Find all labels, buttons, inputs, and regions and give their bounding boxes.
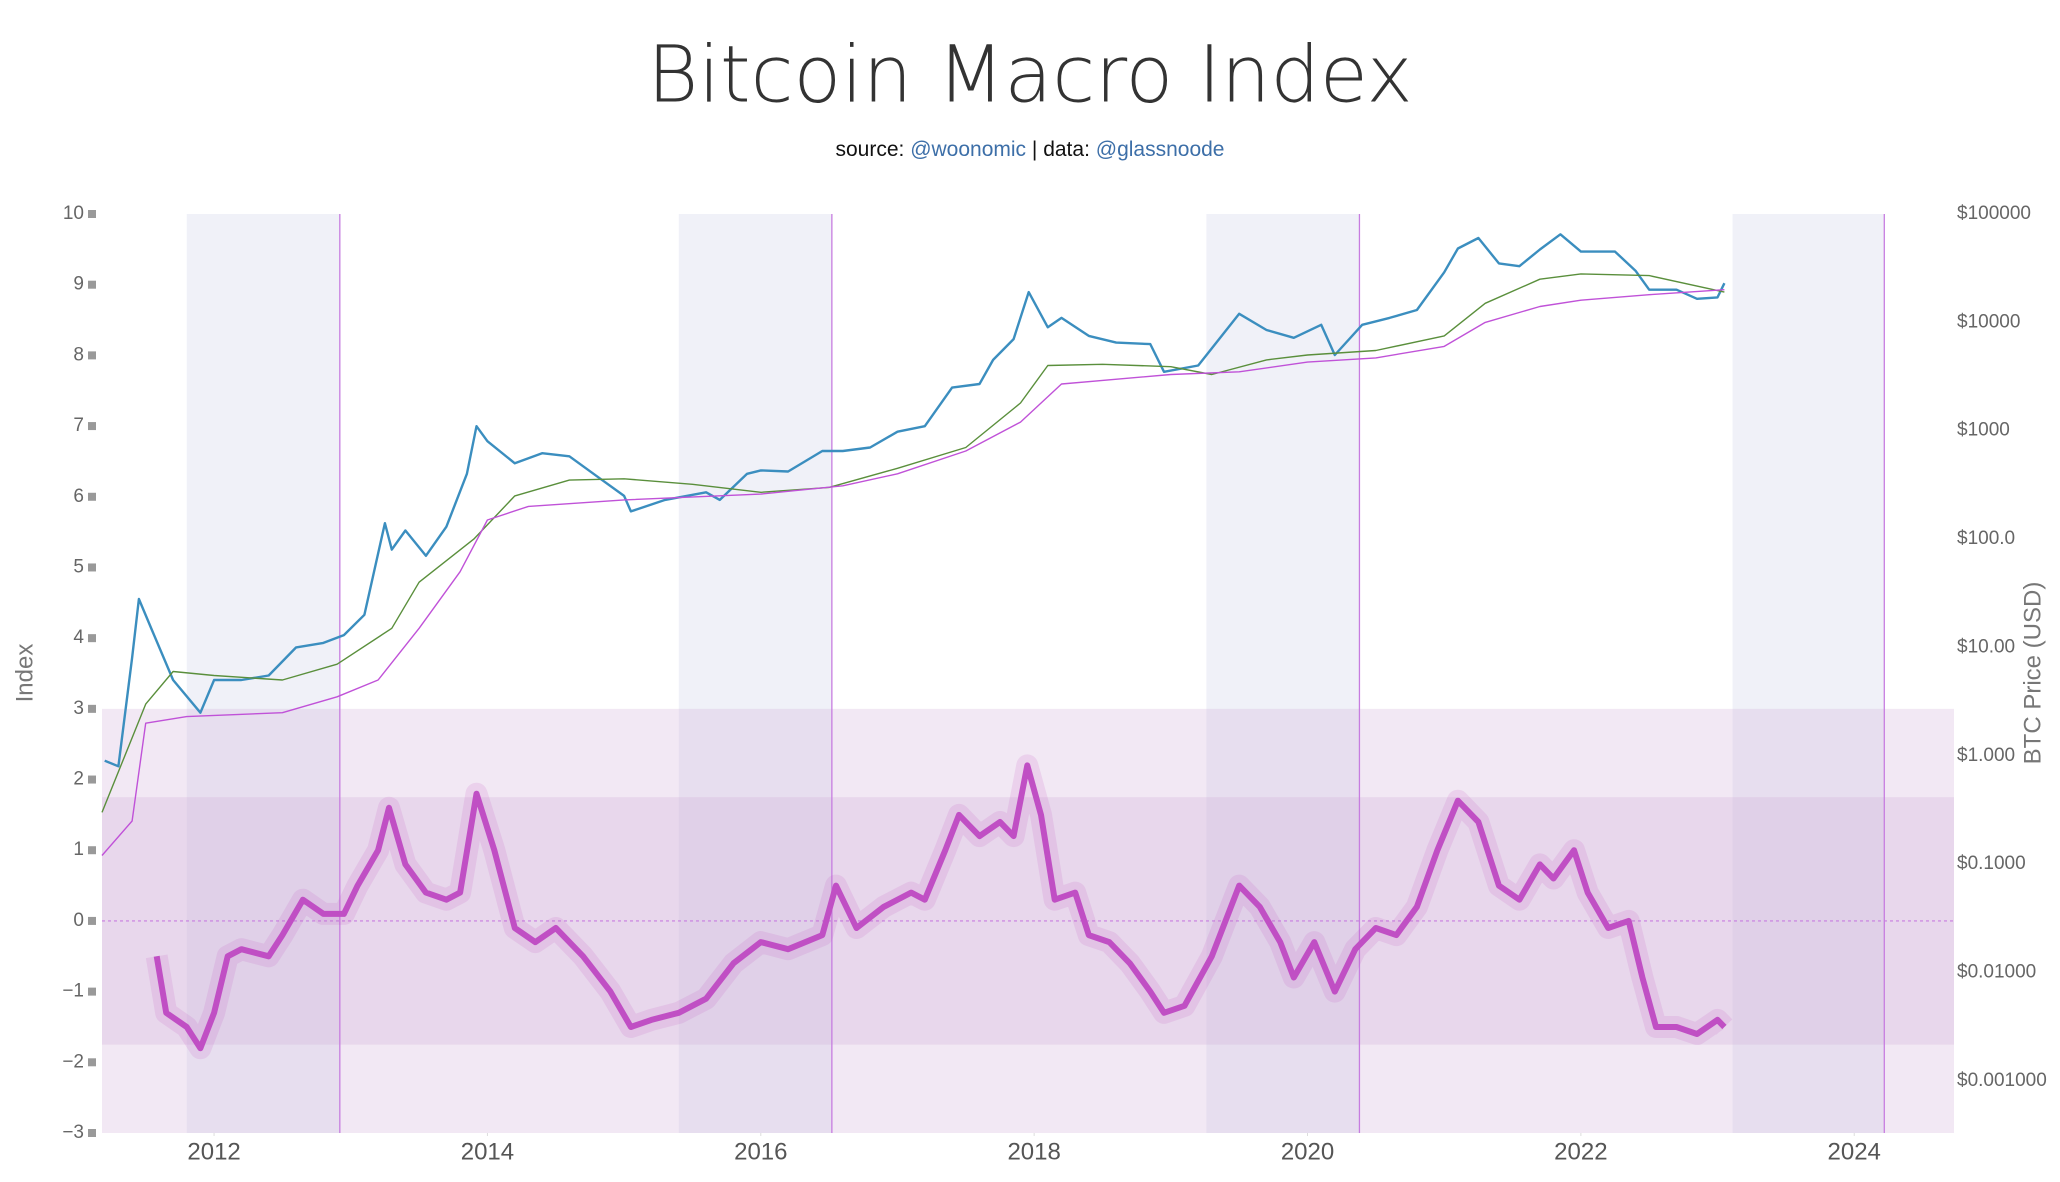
y-tick-mark [88,563,96,572]
y-tick-label: 3 [73,698,84,719]
y-tick-label: −3 [62,1122,84,1143]
subtitle-text: source: [835,138,904,161]
y-axis-title: Index [11,644,38,703]
y-tick-mark [88,634,96,643]
y-tick-label: 4 [73,627,84,648]
y2-tick-label: $0.1000 [1957,853,2026,874]
x-tick-label: 2022 [1554,1138,1607,1165]
x-tick-label: 2024 [1828,1138,1881,1165]
y-tick-label: −1 [62,981,84,1002]
x-tick-label: 2012 [187,1138,240,1165]
shaded-period [1732,214,1885,1133]
y-tick-mark [88,1058,96,1067]
y2-tick-label: $100.0 [1957,528,2015,549]
y-tick-label: 5 [73,556,84,577]
y-tick-label: 2 [73,769,84,790]
y-tick-mark [88,704,96,713]
y-tick-label: 1 [73,839,84,860]
y-tick-mark [88,351,96,360]
y2-axis-title: BTC Price (USD) [2019,582,2046,765]
shaded-period [678,214,832,1133]
y2-tick-label: $0.001000 [1957,1070,2047,1091]
y2-tick-label: $1.000 [1957,745,2015,766]
series-line [153,762,1727,1052]
y-tick-mark [88,775,96,784]
subtitle-text: | data: [1032,138,1090,161]
y2-tick-label: $10.00 [1957,636,2015,657]
y-tick-label: 10 [63,203,84,224]
series-line [101,273,1725,813]
y-tick-label: −2 [62,1051,84,1072]
y-tick-mark [88,280,96,289]
y2-tick-label: $0.01000 [1957,961,2036,982]
subtitle-link[interactable]: @glassnoode [1096,138,1225,161]
shaded-period [186,214,340,1133]
y-tick-mark [88,422,96,431]
y2-tick-label: $10000 [1957,311,2020,332]
y-tick-mark [88,916,96,925]
subtitle-link[interactable]: @woonomic [910,138,1026,161]
y-tick-label: 9 [73,274,84,295]
y-tick-mark [88,210,96,218]
y-tick-label: 7 [73,415,84,436]
x-tick-label: 2018 [1007,1138,1060,1165]
y-tick-mark [88,846,96,855]
series-line [104,233,1726,768]
y2-tick-label: $1000 [1957,420,2010,441]
subtitle: source: @woonomic | data: @glassnoode [835,138,1224,161]
x-tick-label: 2020 [1281,1138,1334,1165]
y-tick-mark [88,492,96,501]
chart-title: Bitcoin Macro Index [647,31,1412,121]
y-tick-mark [88,1129,96,1137]
y2-tick-label: $100000 [1957,203,2031,224]
y-tick-label: 0 [73,910,84,931]
y-tick-label: 6 [73,486,84,507]
y-tick-label: 8 [73,344,84,365]
series-line [101,289,1725,856]
y-tick-mark [88,987,96,996]
shaded-period [1206,214,1360,1133]
x-tick-label: 2016 [734,1138,787,1165]
x-tick-label: 2014 [461,1138,514,1165]
